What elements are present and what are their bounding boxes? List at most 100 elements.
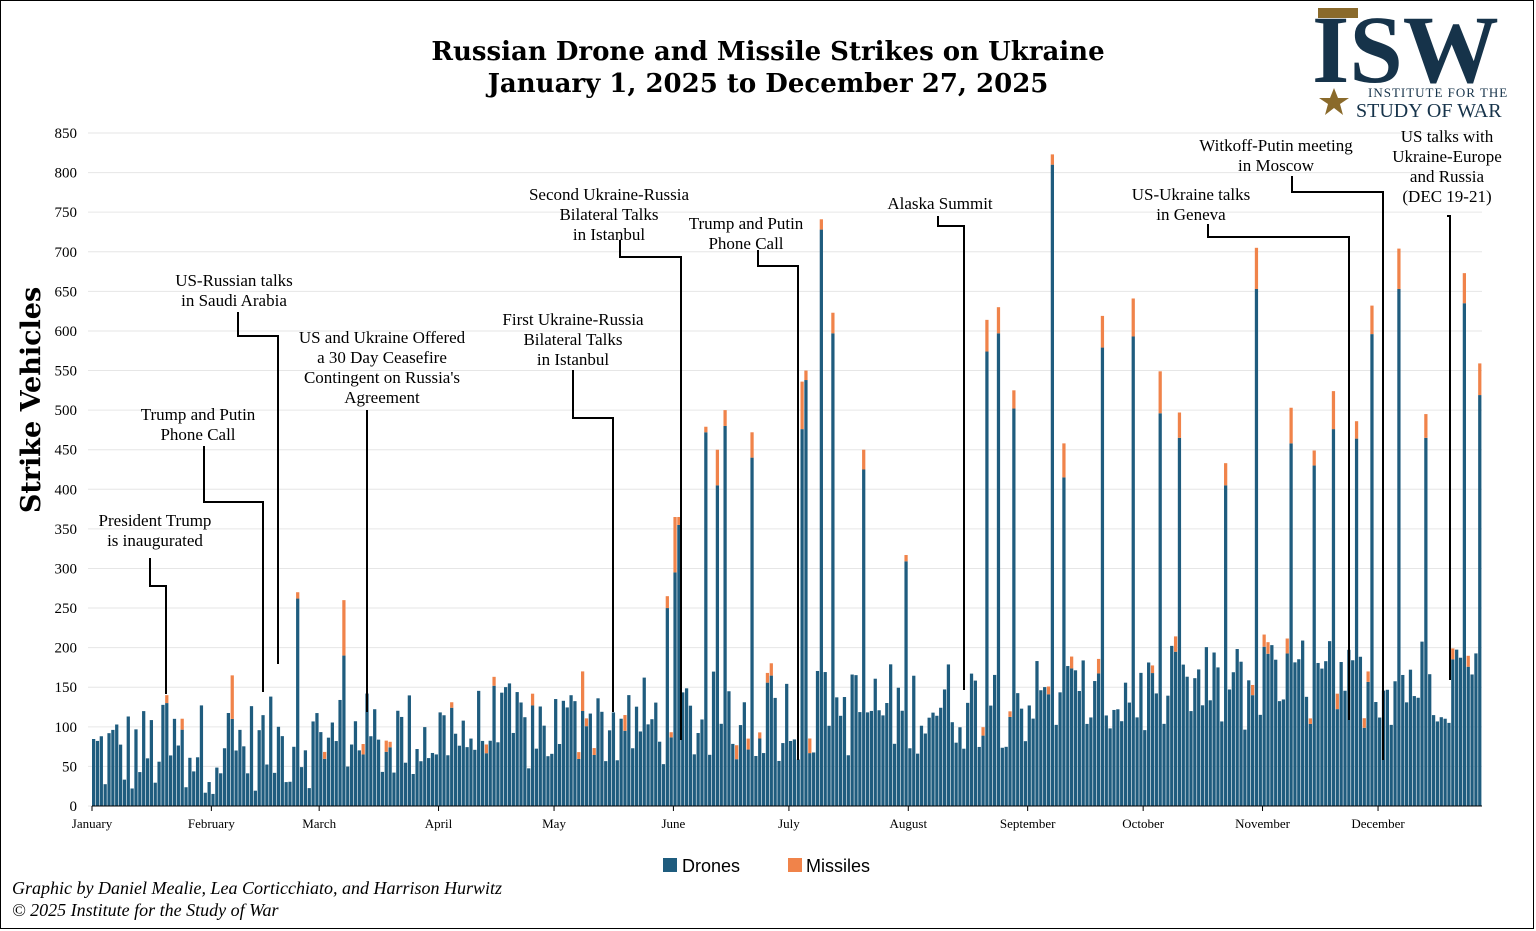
bar-drones xyxy=(373,709,377,806)
bar-drones xyxy=(900,710,904,806)
bar-drones xyxy=(1447,722,1451,806)
bar-drones xyxy=(1428,674,1432,806)
bar-drones xyxy=(484,753,488,806)
annotation-text: US-Ukraine talks xyxy=(1132,185,1251,204)
annotation-text: President Trump xyxy=(99,511,212,530)
bar-drones xyxy=(538,706,542,806)
x-tick-label: October xyxy=(1122,816,1165,831)
bar-drones xyxy=(623,730,627,806)
bar-drones xyxy=(1170,645,1174,806)
bar-drones xyxy=(542,725,546,806)
bar-drones xyxy=(219,773,223,806)
bar-drones xyxy=(731,743,735,806)
annotation-text: Witkoff-Putin meeting xyxy=(1199,136,1353,155)
bar-drones xyxy=(180,729,184,806)
bar-drones xyxy=(1127,702,1132,806)
bar-drones xyxy=(581,710,585,806)
x-tick-label: January xyxy=(72,816,113,831)
bar-drones xyxy=(1320,668,1324,806)
bar-drones xyxy=(388,747,392,806)
bar-drones xyxy=(95,740,100,806)
bar-drones xyxy=(692,754,696,806)
bar-drones xyxy=(831,333,835,806)
bar-drones xyxy=(885,703,889,806)
bar-missiles xyxy=(665,596,669,609)
bar-drones xyxy=(292,746,296,806)
bar-drones xyxy=(927,717,931,806)
bar-drones xyxy=(1054,724,1058,806)
bar-drones xyxy=(812,752,816,806)
y-tick-label: 850 xyxy=(55,126,78,142)
bar-drones xyxy=(1243,729,1247,806)
bar-missiles xyxy=(1370,305,1374,335)
bar-drones xyxy=(1339,662,1343,806)
bar-drones xyxy=(430,752,435,806)
bar-drones xyxy=(142,711,146,806)
annotation-text: US talks with xyxy=(1401,127,1494,146)
bar-drones xyxy=(215,767,219,806)
bar-drones xyxy=(153,782,157,806)
bar-drones xyxy=(1266,653,1270,806)
bar-drones xyxy=(1262,646,1266,806)
bar-missiles xyxy=(800,381,804,430)
bar-missiles xyxy=(1466,655,1470,667)
bar-drones xyxy=(1424,437,1428,806)
annotation-leader xyxy=(619,240,682,740)
bar-drones xyxy=(1104,715,1108,806)
bar-drones xyxy=(1212,652,1216,806)
bar-drones xyxy=(1374,702,1378,806)
bar-drones xyxy=(1254,288,1259,806)
bar-missiles xyxy=(1262,634,1266,647)
bar-drones xyxy=(534,748,539,806)
bar-drones xyxy=(673,572,677,806)
bar-missiles xyxy=(581,671,585,711)
bar-drones xyxy=(723,425,727,806)
annotation-leader xyxy=(937,216,965,690)
bar-drones xyxy=(477,690,481,806)
bar-drones xyxy=(503,687,508,806)
bar-drones xyxy=(785,683,789,806)
x-tick-label: March xyxy=(302,816,336,831)
bar-drones xyxy=(1066,666,1070,806)
bar-drones xyxy=(1143,730,1147,806)
bar-drones xyxy=(230,718,234,806)
bar-drones xyxy=(1100,347,1105,806)
y-tick-label: 750 xyxy=(55,205,78,221)
bar-drones xyxy=(115,724,119,806)
bar-drones xyxy=(1043,687,1047,806)
bar-missiles xyxy=(1070,656,1074,669)
bar-drones xyxy=(380,771,385,806)
bar-drones xyxy=(765,682,770,806)
bar-drones xyxy=(326,737,331,806)
y-tick-label: 700 xyxy=(55,245,78,261)
bar-drones xyxy=(145,758,150,806)
bar-missiles xyxy=(862,449,866,470)
bar-drones xyxy=(896,687,900,806)
bar-drones xyxy=(561,700,566,806)
bar-drones xyxy=(169,755,173,806)
bar-drones xyxy=(1462,303,1466,806)
bar-drones xyxy=(996,333,1001,806)
bar-drones xyxy=(827,725,831,806)
bar-drones xyxy=(792,739,797,806)
y-tick-label: 200 xyxy=(55,641,78,657)
bar-drones xyxy=(396,710,400,806)
annotation-leader xyxy=(572,370,614,712)
bar-drones xyxy=(754,755,758,806)
bar-drones xyxy=(584,726,589,806)
bar-drones xyxy=(92,739,96,806)
bar-drones xyxy=(1293,662,1297,806)
bar-drones xyxy=(1123,682,1128,806)
bar-drones xyxy=(977,746,981,806)
bar-drones xyxy=(253,790,257,806)
bar-drones xyxy=(199,705,204,806)
bar-drones xyxy=(958,727,962,806)
bar-drones xyxy=(634,706,639,806)
bar-drones xyxy=(149,720,154,806)
bar-drones xyxy=(334,741,338,806)
bar-drones xyxy=(446,755,450,806)
